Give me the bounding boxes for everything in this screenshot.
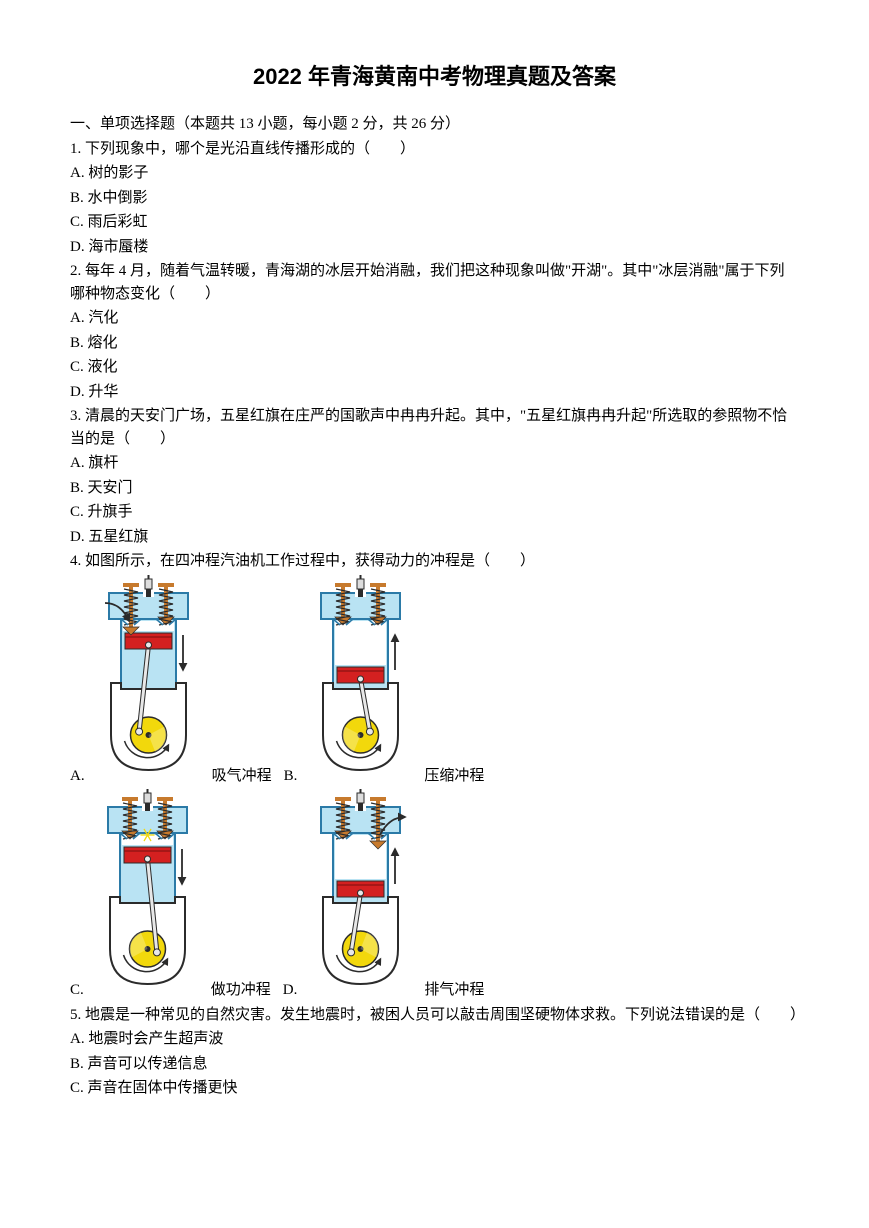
q4-option-a: A. 吸气冲程 (70, 575, 272, 788)
q2-option-b: B. 熔化 (70, 332, 799, 355)
q4-b-text: 压缩冲程 (424, 765, 484, 788)
q5-option-c: C. 声音在固体中传播更快 (70, 1077, 799, 1100)
q1-option-b: B. 水中倒影 (70, 187, 799, 210)
q4-options-row-2: C. 做功冲程 D. 排气冲程 (70, 789, 799, 1002)
q4-c-label: C. (70, 979, 84, 1002)
q3-stem: 3. 清晨的天安门广场，五星红旗在庄严的国歌声中冉冉升起。其中，"五星红旗冉冉升… (70, 405, 799, 450)
q1-stem: 1. 下列现象中，哪个是光沿直线传播形成的（ ） (70, 138, 799, 161)
q4-option-b: B. 压缩冲程 (284, 575, 485, 788)
q4-a-label: A. (70, 765, 85, 788)
q4-a-diagram (91, 575, 206, 788)
q4-stem: 4. 如图所示，在四冲程汽油机工作过程中，获得动力的冲程是（ ） (70, 550, 799, 573)
q3-option-b: B. 天安门 (70, 477, 799, 500)
q1-option-d: D. 海市蜃楼 (70, 236, 799, 259)
q4-c-diagram (90, 789, 205, 1002)
q1-option-a: A. 树的影子 (70, 162, 799, 185)
q3-option-a: A. 旗杆 (70, 452, 799, 475)
q4-d-diagram (303, 789, 418, 1002)
q4-option-c: C. 做功冲程 (70, 789, 271, 1002)
q2-stem: 2. 每年 4 月，随着气温转暖，青海湖的冰层开始消融，我们把这种现象叫做"开湖… (70, 260, 799, 305)
q4-d-text: 排气冲程 (424, 979, 484, 1002)
q4-d-label: D. (283, 979, 298, 1002)
q2-option-c: C. 液化 (70, 356, 799, 379)
q5-option-b: B. 声音可以传递信息 (70, 1053, 799, 1076)
q4-options-row-1: A. 吸气冲程 B. 压缩冲程 (70, 575, 799, 788)
q2-option-a: A. 汽化 (70, 307, 799, 330)
q3-option-d: D. 五星红旗 (70, 526, 799, 549)
q5-stem: 5. 地震是一种常见的自然灾害。发生地震时，被困人员可以敲击周围坚硬物体求救。下… (70, 1004, 799, 1027)
q3-option-c: C. 升旗手 (70, 501, 799, 524)
q4-c-text: 做功冲程 (211, 979, 271, 1002)
q4-b-diagram (303, 575, 418, 788)
q2-option-d: D. 升华 (70, 381, 799, 404)
q5-option-a: A. 地震时会产生超声波 (70, 1028, 799, 1051)
q4-a-text: 吸气冲程 (212, 765, 272, 788)
q4-b-label: B. (284, 765, 298, 788)
section-1-header: 一、单项选择题（本题共 13 小题，每小题 2 分，共 26 分） (70, 113, 799, 136)
q4-option-d: D. 排气冲程 (283, 789, 485, 1002)
q1-option-c: C. 雨后彩虹 (70, 211, 799, 234)
page-title: 2022 年青海黄南中考物理真题及答案 (70, 60, 799, 93)
